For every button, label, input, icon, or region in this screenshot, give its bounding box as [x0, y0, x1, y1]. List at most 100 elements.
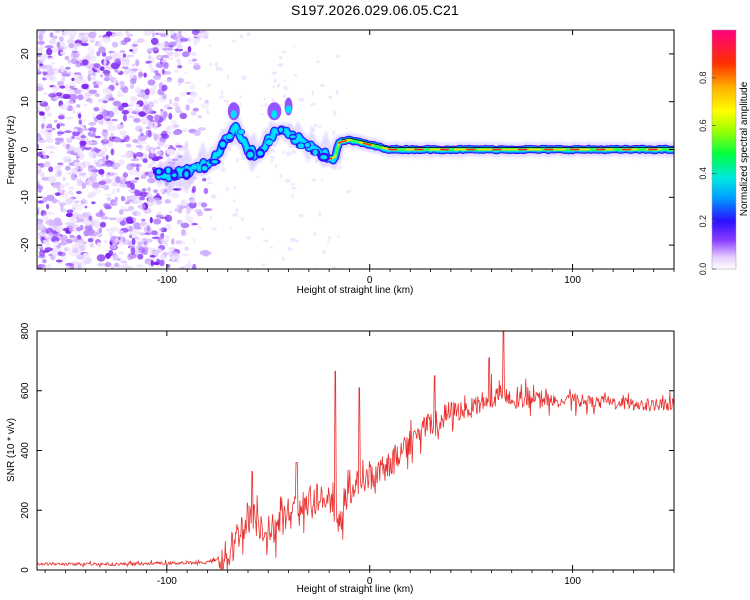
noise-blob [155, 32, 159, 35]
noise-blob [160, 111, 164, 118]
noise-blob [150, 259, 154, 267]
noise-blob [49, 151, 54, 154]
noise-speck [276, 83, 281, 88]
noise-blob [81, 59, 89, 66]
noise-blob [41, 214, 49, 220]
noise-blob [163, 62, 169, 69]
noise-blob [103, 135, 108, 143]
noise-blob [105, 160, 112, 163]
noise-blob [152, 75, 162, 79]
noise-blob [51, 85, 60, 91]
noise-blob [106, 162, 113, 166]
noise-blob [115, 176, 121, 184]
noise-blob [161, 68, 165, 75]
noise-blob [135, 248, 139, 256]
noise-blob [111, 118, 118, 122]
noise-blob [177, 65, 183, 69]
noise-blob [130, 158, 140, 162]
noise-blob [120, 195, 126, 202]
noise-blob [119, 50, 126, 53]
noise-blob [143, 72, 147, 78]
noise-blob [54, 220, 63, 227]
noise-blob [59, 36, 64, 42]
noise-blob [153, 189, 158, 194]
noise-speck [282, 94, 287, 98]
noise-blob [37, 207, 42, 211]
noise-blob [71, 135, 76, 140]
noise-blob [103, 240, 108, 244]
noise-blob [129, 73, 133, 79]
noise-blob [105, 31, 113, 37]
noise-speck [239, 102, 242, 106]
noise-blob [78, 172, 87, 179]
noise-blob [180, 199, 188, 207]
noise-speck [293, 73, 298, 77]
noise-blob [148, 54, 152, 60]
noise-speck [263, 97, 266, 101]
noise-blob [67, 146, 76, 151]
noise-blob [102, 36, 111, 43]
noise-blob [145, 126, 152, 130]
noise-blob [46, 211, 55, 215]
noise-blob [60, 204, 64, 212]
noise-speck [311, 90, 315, 96]
noise-blob [70, 192, 75, 197]
noise-blob [123, 208, 130, 212]
noise-blob [129, 84, 135, 90]
noise-blob [130, 182, 135, 190]
noise-blob [168, 41, 177, 47]
noise-blob [47, 175, 57, 183]
noise-blob [87, 179, 92, 186]
noise-blob [75, 79, 84, 84]
noise-blob [103, 77, 111, 82]
noise-blob [124, 201, 131, 205]
noise-blob [92, 73, 97, 76]
noise-blob [139, 232, 146, 236]
noise-blob [159, 259, 165, 267]
noise-speck [220, 90, 224, 95]
ridge-blob-core [226, 133, 233, 140]
snr-x-tick-label: 100 [564, 576, 581, 587]
noise-blob [60, 123, 65, 127]
noise-blob [107, 124, 117, 132]
noise-blob [106, 110, 115, 118]
noise-blob [161, 254, 166, 260]
snr-y-tick-label: 800 [20, 322, 31, 339]
noise-blob [128, 189, 135, 193]
noise-blob [176, 240, 186, 245]
noise-blob [114, 172, 118, 177]
noise-blob [68, 225, 74, 232]
noise-blob [129, 116, 134, 119]
noise-blob [130, 97, 136, 102]
noise-blob [124, 181, 132, 185]
noise-blob [105, 93, 111, 100]
noise-blob [37, 40, 45, 45]
noise-blob [48, 93, 57, 98]
noise-blob [87, 74, 91, 82]
ridge-blob-core [184, 171, 189, 178]
noise-blob [37, 200, 44, 204]
noise-blob [119, 209, 124, 215]
noise-blob [99, 81, 103, 86]
noise-blob [114, 237, 119, 244]
noise-blob [43, 161, 51, 167]
noise-blob [89, 242, 94, 248]
noise-blob [53, 225, 58, 231]
noise-blob [78, 119, 83, 125]
noise-blob [112, 41, 118, 48]
noise-blob [46, 203, 50, 210]
noise-blob [135, 152, 144, 157]
noise-blob [111, 162, 121, 168]
noise-blob [154, 114, 160, 122]
noise-speck [281, 256, 285, 262]
snr-y-tick-label: 0 [20, 567, 31, 573]
noise-blob [108, 173, 114, 178]
noise-speck [328, 236, 332, 240]
noise-blob [137, 253, 144, 260]
noise-blob [45, 132, 53, 139]
noise-blob [57, 162, 64, 166]
noise-blob [151, 236, 161, 240]
noise-blob [61, 238, 66, 245]
noise-speck [313, 123, 318, 128]
